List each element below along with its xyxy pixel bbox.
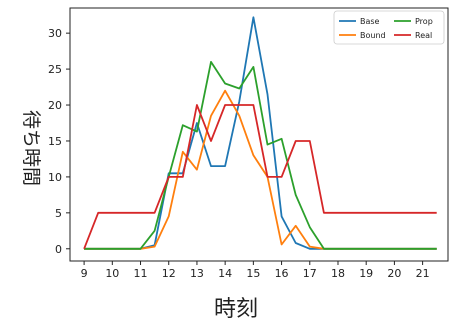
legend-label-base: Base <box>360 17 380 26</box>
y-tick-label: 30 <box>48 27 62 40</box>
legend-items: Base Bound Prop Real <box>339 17 433 40</box>
x-tick-label: 11 <box>134 267 148 280</box>
series-line-real <box>83 104 437 250</box>
x-tick-label: 12 <box>162 267 176 280</box>
x-tick-label: 21 <box>416 267 430 280</box>
x-tick-label: 15 <box>246 267 260 280</box>
x-tick-label: 13 <box>190 267 204 280</box>
x-axis-label: 時刻 <box>214 297 258 322</box>
y-axis-ticks: 0 5 10 15 20 25 30 <box>48 27 70 256</box>
x-tick-label: 17 <box>303 267 317 280</box>
legend-label-prop: Prop <box>415 17 433 26</box>
x-tick-label: 18 <box>331 267 345 280</box>
series-line-base <box>84 16 437 250</box>
y-tick-label: 25 <box>48 63 62 76</box>
x-tick-label: 16 <box>275 267 289 280</box>
y-tick-label: 20 <box>48 99 62 112</box>
plot-lines <box>83 16 437 250</box>
legend-label-real: Real <box>415 31 432 40</box>
y-axis-label: 待ち時間 <box>20 110 42 186</box>
y-tick-label: 5 <box>55 207 62 220</box>
x-tick-label: 20 <box>387 267 401 280</box>
x-tick-label: 19 <box>359 267 373 280</box>
y-tick-label: 15 <box>48 135 62 148</box>
y-tick-label: 0 <box>55 243 62 256</box>
x-tick-label: 9 <box>81 267 88 280</box>
x-axis-ticks: 9 10 11 12 13 14 15 16 17 18 19 20 21 <box>81 261 430 280</box>
legend-label-bound: Bound <box>360 31 386 40</box>
series-line-prop <box>84 61 437 250</box>
plot-area-frame <box>69 7 449 262</box>
x-tick-label: 14 <box>218 267 232 280</box>
legend-box <box>333 10 445 45</box>
y-tick-label: 10 <box>48 171 62 184</box>
series-line-bound <box>84 89 437 250</box>
x-tick-label: 10 <box>105 267 119 280</box>
legend: Base Bound Prop Real <box>333 10 445 45</box>
